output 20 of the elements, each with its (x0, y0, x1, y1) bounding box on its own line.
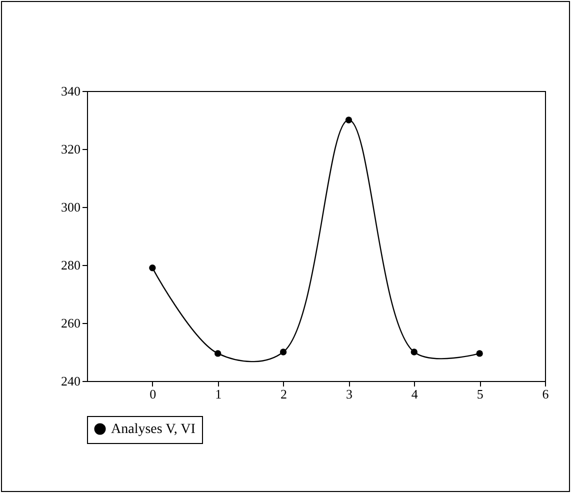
point (280, 348, 287, 356)
x-tick-label: 6 (542, 386, 550, 402)
x-tick-label: 0 (150, 386, 156, 402)
x-tick-label: 2 (280, 386, 288, 402)
x-tick-label: 4 (411, 386, 418, 402)
y-tick-label: 340 (61, 84, 80, 98)
y-tick-label: 300 (61, 200, 80, 214)
point (476, 350, 483, 357)
x-tick-label: 5 (476, 386, 484, 402)
point (149, 264, 156, 272)
x-tick-label: 1 (215, 386, 222, 402)
y-tick-label: 280 (61, 258, 80, 272)
y-tick-label: 260 (61, 316, 80, 330)
y-tick-label: 240 (61, 374, 80, 388)
point (410, 348, 418, 356)
y-tick-label: 320 (61, 142, 80, 156)
point (345, 116, 352, 124)
legend-label: Analyses V, VI (111, 422, 196, 437)
x-tick-label: 3 (346, 386, 352, 402)
point (214, 350, 222, 357)
